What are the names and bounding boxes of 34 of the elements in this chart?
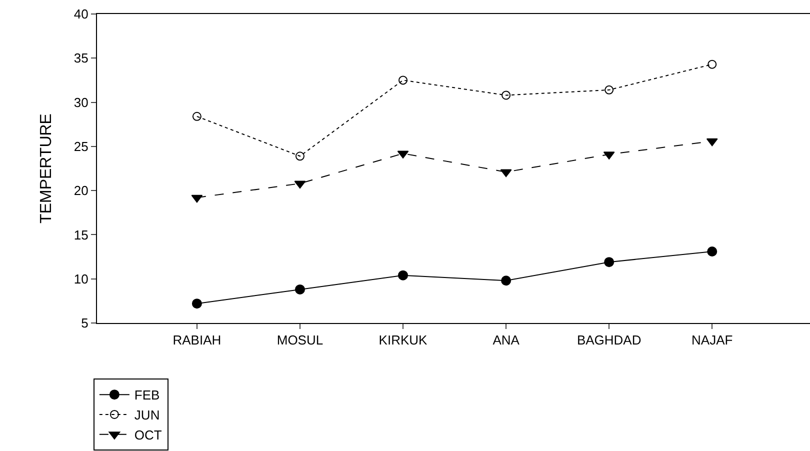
y-axis-title: TEMPERTURE <box>38 114 55 224</box>
point <box>294 180 306 189</box>
y-tick-label: 10 <box>74 271 88 286</box>
y-tick-label: 25 <box>74 138 88 154</box>
x-tick-label: ANA <box>492 332 520 348</box>
point <box>398 76 408 85</box>
point <box>294 284 305 294</box>
point <box>192 298 202 309</box>
point <box>191 194 203 203</box>
y-tick-label: 15 <box>74 227 88 242</box>
legend-label: JUN <box>134 408 160 423</box>
y-tick-label: 35 <box>74 50 88 66</box>
point <box>502 90 511 100</box>
point <box>708 60 717 69</box>
legend-label: OCT <box>134 427 162 442</box>
point <box>604 257 614 268</box>
x-tick-label: RABIAH <box>172 332 222 348</box>
point <box>706 138 718 146</box>
y-tick-label: 40 <box>74 6 88 22</box>
y-tick-label: 5 <box>81 316 88 331</box>
x-tick-label: KIRKUK <box>378 332 428 348</box>
point <box>500 169 512 178</box>
x-tick-label: NAJAF <box>692 332 733 348</box>
y-tick-label: 30 <box>74 94 88 110</box>
point <box>398 270 408 280</box>
point <box>604 85 614 94</box>
legend-label: FEB <box>134 388 160 403</box>
point <box>501 276 512 286</box>
x-tick-label: BAGHDAD <box>576 332 642 348</box>
point <box>295 152 304 161</box>
point <box>192 112 202 121</box>
x-tick-label: MOSUL <box>276 332 324 348</box>
point <box>707 246 718 256</box>
y-tick-label: 20 <box>74 183 88 198</box>
